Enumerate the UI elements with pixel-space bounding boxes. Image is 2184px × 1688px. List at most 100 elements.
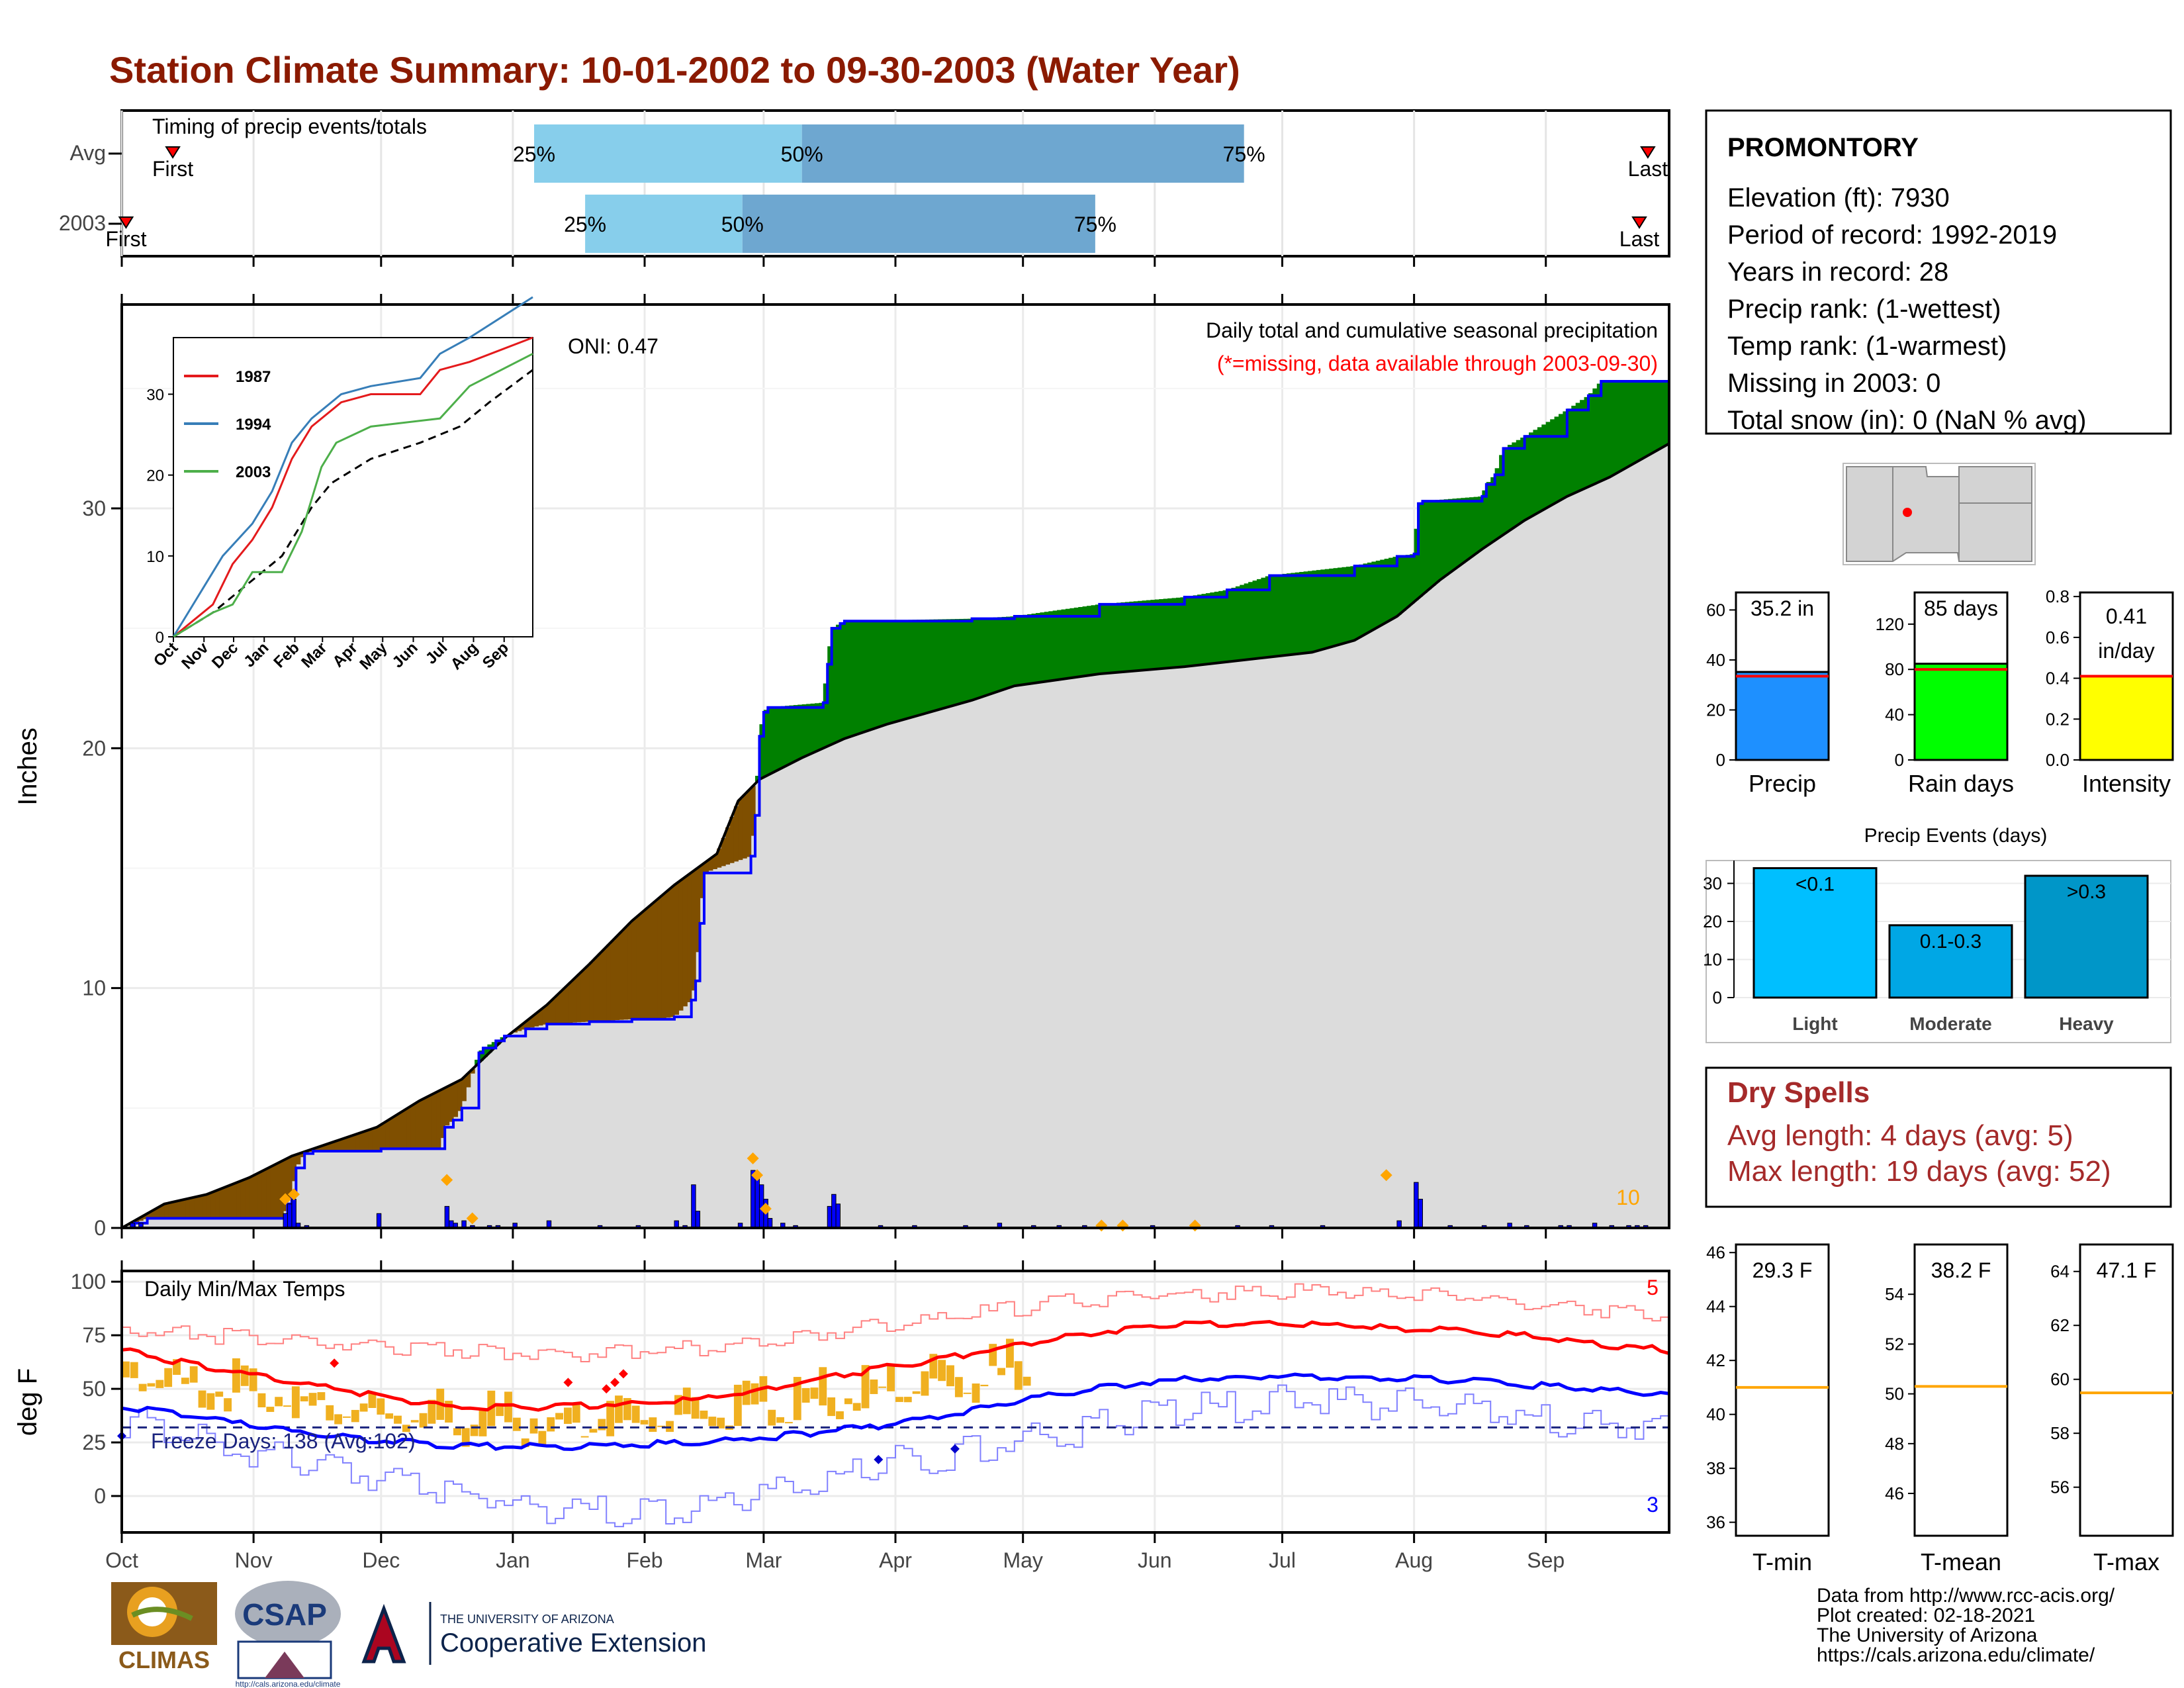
record-high-marker [610, 1378, 620, 1387]
daily-temp-bar [878, 1386, 887, 1388]
station-snow: Total snow (in): 0 (NaN % avg) [1727, 406, 2086, 435]
surplus-fill [1363, 563, 1368, 635]
deficit-fill [551, 998, 556, 1024]
surplus-fill [1499, 455, 1504, 537]
daily-temp-bar [1023, 1376, 1031, 1386]
deficit-fill [266, 1168, 271, 1219]
deficit-fill [296, 1154, 301, 1164]
inset-series-line-1987 [173, 336, 533, 638]
precip_total-bar [1735, 671, 1830, 761]
daily-temp-bar [453, 1428, 461, 1436]
daily-temp-bar [733, 1384, 742, 1427]
station-temp-rank: Temp rank: (1-warmest) [1727, 332, 2007, 361]
deficit-fill [173, 1201, 178, 1219]
surplus-fill [1138, 600, 1143, 671]
surplus-fill [1596, 383, 1602, 483]
deficit-fill [738, 798, 743, 861]
surplus-fill [1631, 381, 1636, 464]
temp-summary-ytick-label: 60 [2050, 1370, 2070, 1389]
ua-logo[interactable]: THE UNIVERSITY OF ARIZONA Cooperative Ex… [361, 1602, 706, 1665]
timing-bar-q50-q75 [801, 124, 1244, 183]
surplus-fill [1520, 438, 1525, 522]
summary-bar-charts: 0 20 40 60 35.2 in Precip 0 40 80 120 85 days Rain … [1706, 586, 2174, 797]
daily-temp-bar [394, 1415, 402, 1424]
surplus-fill [1095, 604, 1100, 675]
csap-logo[interactable]: CSAP http://cals.arizona.edu/climate [235, 1581, 341, 1688]
daily-temp-bar [504, 1391, 512, 1423]
deficit-fill [240, 1180, 246, 1219]
deficit-fill [649, 904, 654, 1019]
footer-institution: The University of Arizona [1817, 1624, 2038, 1646]
surplus-fill [1069, 608, 1075, 678]
record-high-marker [602, 1384, 612, 1394]
deficit-fill [177, 1200, 182, 1219]
deficit-fill [470, 1068, 475, 1074]
surplus-fill [1486, 482, 1491, 545]
daily-precip-bar [1418, 1199, 1423, 1229]
surplus-fill [814, 703, 819, 751]
deficit-fill [368, 1129, 373, 1152]
surplus-fill [1529, 432, 1534, 517]
avg-cumulative-area [122, 444, 1669, 1229]
daily-temp-bar [130, 1362, 138, 1378]
surplus-fill [1461, 498, 1466, 563]
intensity-ytick-label: 0.8 [2046, 586, 2070, 606]
surplus-fill [1235, 586, 1240, 661]
deficit-fill [210, 1192, 216, 1219]
deficit-fill [700, 865, 705, 898]
temp-summary-ytick-label: 54 [1885, 1284, 1904, 1304]
inset-series-line-1994 [172, 296, 533, 637]
surplus-fill [1150, 600, 1156, 670]
month-label: Oct [105, 1548, 138, 1572]
deficit-fill [381, 1123, 386, 1149]
surplus-fill [1303, 571, 1308, 653]
surplus-fill [1410, 554, 1415, 604]
temp-summary-ytick-label: 42 [1706, 1350, 1725, 1370]
inset-series-line-2003 [173, 353, 533, 638]
surplus-fill [810, 703, 815, 753]
surplus-fill [1647, 381, 1653, 455]
deficit-fill [704, 861, 709, 872]
surplus-fill [929, 619, 934, 712]
events-ytick-label: 20 [1703, 912, 1722, 931]
daily-temp-bar [989, 1344, 997, 1366]
surplus-fill [1571, 405, 1576, 494]
inset-frame [173, 337, 533, 637]
daily-temp-bar [903, 1397, 912, 1403]
deficit-fill [164, 1203, 169, 1219]
surplus-fill [1210, 592, 1215, 664]
climas-logo[interactable]: CLIMAS [111, 1582, 217, 1673]
missing-data-marker [747, 1152, 759, 1164]
deficit-fill [457, 1080, 463, 1111]
surplus-fill [1452, 498, 1457, 570]
surplus-fill [1367, 562, 1372, 632]
first-event-label: First [105, 227, 146, 251]
deficit-fill [321, 1145, 326, 1152]
temp-ytick-label: 50 [82, 1377, 106, 1401]
daily-temp-bar [852, 1403, 861, 1411]
deficit-fill [696, 867, 701, 953]
daily-temp-bar [240, 1365, 249, 1386]
month-label: May [1003, 1548, 1042, 1572]
temp-panel-title: Daily Min/Max Temps [144, 1277, 345, 1301]
month-label: Nov [235, 1548, 273, 1572]
daily-temp-bar [963, 1392, 972, 1394]
surplus-fill [1490, 477, 1496, 542]
surplus-fill [1503, 447, 1508, 534]
daily-temp-bar [912, 1391, 921, 1394]
deficit-fill [147, 1212, 152, 1219]
surplus-fill [772, 706, 777, 773]
events-bar-light [1752, 867, 1878, 999]
surplus-fill [759, 724, 764, 778]
deficit-fill [389, 1117, 394, 1149]
daily-temp-bar [921, 1371, 929, 1396]
surplus-fill [882, 620, 887, 726]
surplus-fill [887, 620, 892, 724]
surplus-fill [938, 619, 943, 710]
deficit-fill [410, 1104, 416, 1149]
daily-temp-bar [359, 1403, 368, 1412]
temp-summary-ytick-label: 58 [2050, 1423, 2070, 1443]
daily-temp-bar [793, 1377, 801, 1421]
avg-cumulative-line [121, 442, 1670, 1229]
daily-precip-bar [695, 1211, 701, 1229]
